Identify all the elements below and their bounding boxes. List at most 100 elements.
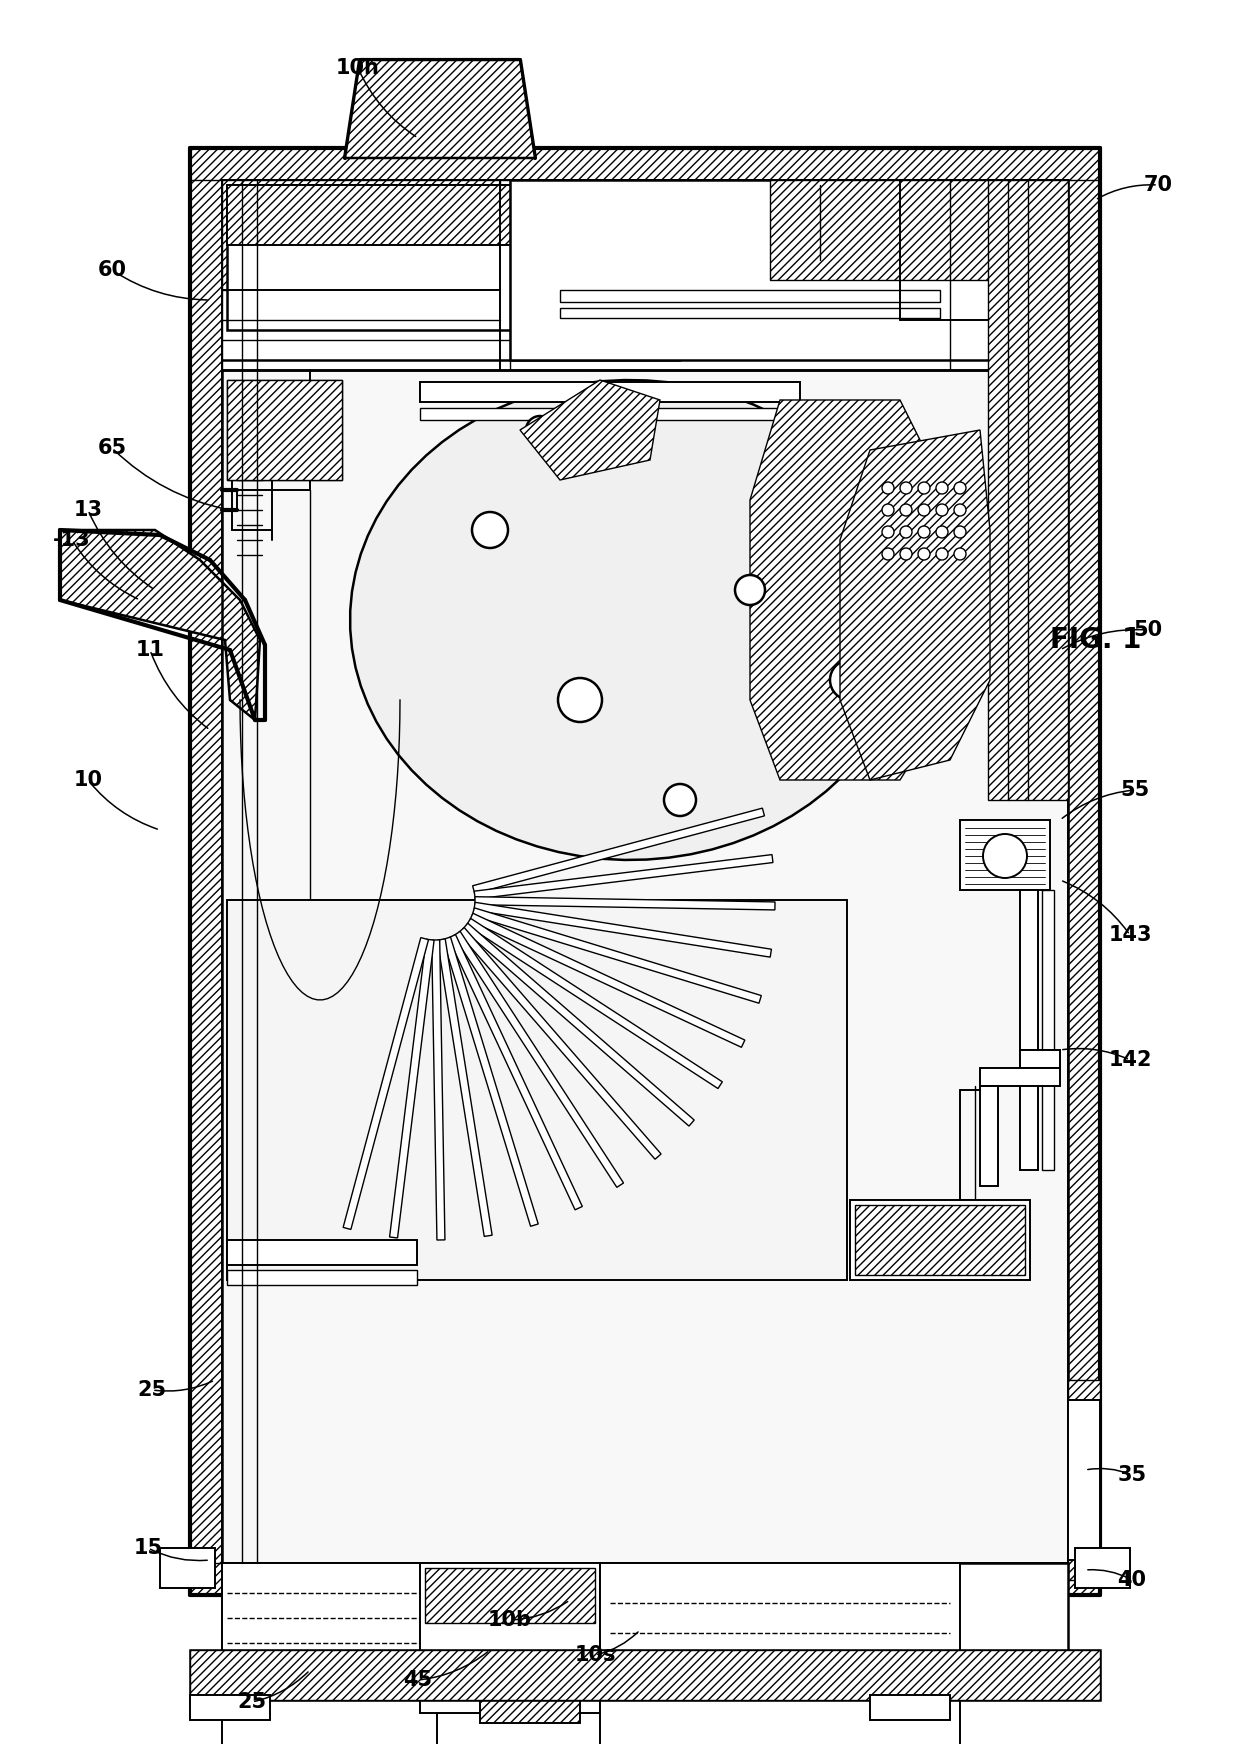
Polygon shape (190, 1650, 1100, 1700)
Bar (227, 380, 342, 480)
Circle shape (900, 504, 911, 516)
Polygon shape (770, 180, 1068, 281)
Bar (1068, 1380, 1100, 1580)
Bar (190, 1650, 1100, 1700)
Text: 25: 25 (138, 1380, 166, 1400)
Polygon shape (466, 919, 723, 1088)
Text: 35: 35 (1117, 1465, 1147, 1484)
Text: 65: 65 (98, 438, 126, 459)
Circle shape (900, 548, 911, 560)
Polygon shape (222, 180, 500, 290)
Bar (960, 820, 1050, 889)
Circle shape (936, 548, 949, 560)
Text: 10: 10 (73, 771, 103, 790)
Text: 50: 50 (1133, 621, 1163, 640)
Polygon shape (750, 399, 950, 780)
Polygon shape (459, 928, 661, 1160)
Text: 60: 60 (98, 260, 126, 281)
Bar (870, 1695, 950, 1720)
Bar (510, 180, 1068, 359)
Bar (1068, 1400, 1100, 1559)
Circle shape (918, 504, 930, 516)
Circle shape (936, 504, 949, 516)
Polygon shape (472, 909, 761, 1003)
Bar (560, 290, 940, 302)
Bar (420, 408, 800, 420)
Text: 70: 70 (1143, 174, 1173, 195)
Polygon shape (463, 923, 694, 1127)
Circle shape (936, 481, 949, 494)
Circle shape (983, 834, 1027, 877)
Circle shape (526, 417, 554, 445)
Bar (420, 382, 800, 403)
Text: -13: -13 (53, 530, 91, 549)
Polygon shape (60, 530, 260, 720)
Circle shape (954, 504, 966, 516)
Circle shape (882, 527, 894, 537)
Text: 25: 25 (237, 1692, 267, 1713)
Polygon shape (438, 938, 492, 1236)
Circle shape (954, 481, 966, 494)
Text: 40: 40 (1117, 1570, 1147, 1591)
Bar (560, 309, 940, 317)
Circle shape (918, 548, 930, 560)
Bar (849, 1200, 1030, 1280)
Text: 45: 45 (403, 1671, 433, 1690)
Polygon shape (474, 902, 771, 957)
Text: FIG. 1: FIG. 1 (1050, 626, 1141, 654)
Bar (1042, 889, 1054, 1170)
Text: 10s: 10s (574, 1645, 616, 1666)
Bar (980, 1067, 1060, 1087)
Polygon shape (454, 931, 624, 1188)
Circle shape (663, 785, 696, 816)
Text: 10b: 10b (489, 1610, 532, 1631)
Polygon shape (432, 940, 445, 1240)
Polygon shape (449, 935, 583, 1210)
Text: 15: 15 (134, 1538, 162, 1557)
Bar (227, 900, 847, 1280)
Bar (222, 370, 1068, 1563)
Polygon shape (839, 431, 990, 780)
Bar (227, 185, 517, 244)
Bar (1021, 1050, 1060, 1067)
Bar (190, 1695, 270, 1720)
Polygon shape (190, 1563, 1100, 1596)
Circle shape (954, 527, 966, 537)
Polygon shape (227, 380, 342, 480)
Polygon shape (425, 1568, 595, 1624)
Circle shape (558, 678, 601, 722)
Text: 13: 13 (73, 501, 103, 520)
Polygon shape (190, 148, 1100, 180)
Text: 10h: 10h (336, 58, 379, 78)
Circle shape (472, 513, 508, 548)
Circle shape (918, 481, 930, 494)
Polygon shape (443, 937, 538, 1226)
Polygon shape (470, 914, 745, 1048)
Polygon shape (856, 1205, 1025, 1275)
Polygon shape (1068, 148, 1100, 1596)
Bar (222, 1563, 436, 1744)
Text: 142: 142 (1109, 1050, 1152, 1071)
Polygon shape (1021, 1050, 1060, 1067)
Bar (227, 1240, 417, 1264)
Bar (222, 1563, 1068, 1679)
Polygon shape (520, 380, 660, 480)
Polygon shape (472, 807, 764, 893)
Bar (420, 1563, 600, 1713)
Bar (1075, 1549, 1130, 1589)
Polygon shape (389, 940, 434, 1238)
Bar (227, 1270, 417, 1285)
Bar (1021, 889, 1038, 1170)
Circle shape (900, 481, 911, 494)
Polygon shape (474, 855, 773, 900)
Text: 55: 55 (1121, 780, 1149, 800)
Circle shape (735, 576, 765, 605)
Polygon shape (475, 896, 775, 910)
Text: 143: 143 (1109, 924, 1152, 945)
Circle shape (882, 504, 894, 516)
Bar (600, 1563, 960, 1744)
Circle shape (936, 527, 949, 537)
Polygon shape (343, 938, 429, 1230)
Circle shape (900, 527, 911, 537)
Polygon shape (350, 380, 910, 860)
